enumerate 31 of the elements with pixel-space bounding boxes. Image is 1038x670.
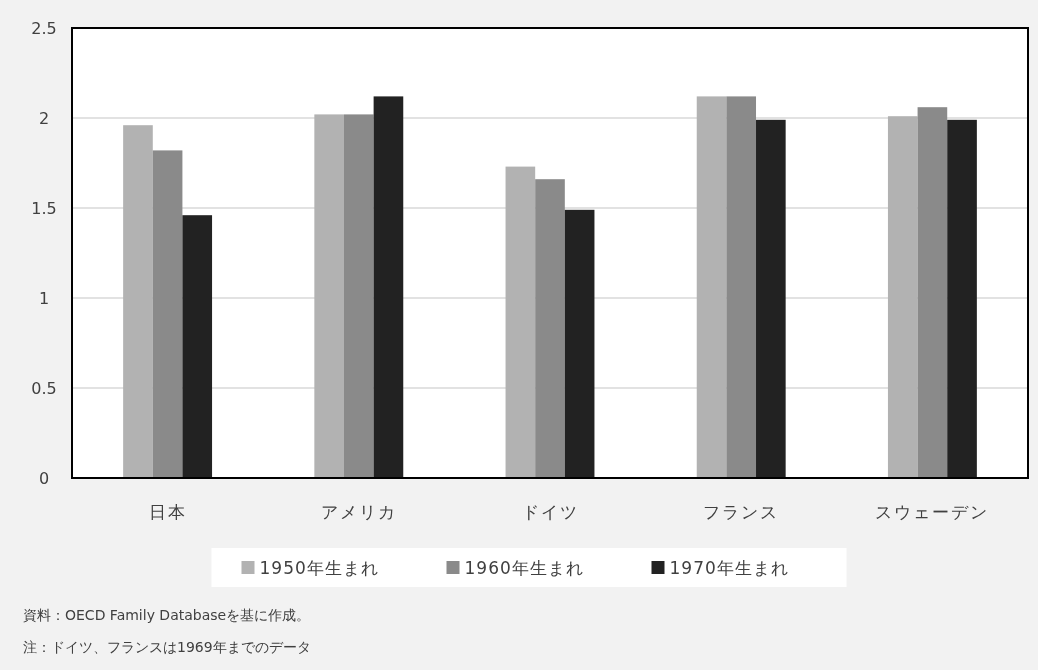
bar [123, 125, 153, 478]
y-tick-label: 0.5 [31, 378, 57, 398]
bar [314, 114, 344, 478]
bar [343, 114, 374, 478]
bar [917, 107, 948, 478]
legend-label: 1970年生まれ [669, 557, 789, 578]
text: 注：ドイツ、フランスは1969年までのデータ [23, 638, 311, 655]
legend-label: 1960年生まれ [464, 557, 584, 578]
bar [947, 119, 977, 478]
y-tick-label: 0 [38, 468, 50, 488]
bar [887, 116, 918, 478]
y-tick-label: 2 [38, 108, 50, 128]
bar [756, 119, 786, 478]
bar [152, 150, 183, 478]
bar [535, 179, 565, 478]
bar [373, 96, 404, 478]
text: 資料：OECD Family Databaseを基に作成。 [23, 606, 311, 623]
bar [696, 96, 727, 478]
bar [726, 96, 757, 478]
bar [505, 166, 536, 478]
bar [564, 209, 595, 478]
x-tick-label: スウェーデン [875, 502, 990, 522]
y-tick-label: 1 [38, 288, 50, 308]
y-tick-label: 1.5 [31, 198, 57, 218]
x-tick-label: ドイツ [521, 502, 579, 522]
x-tick-label: 日本 [148, 502, 187, 522]
bar [182, 215, 213, 478]
legend-label: 1950年生まれ [259, 557, 379, 578]
y-tick-label: 2.5 [31, 18, 57, 38]
x-tick-label: フランス [703, 502, 780, 522]
x-tick-label: アメリカ [320, 502, 397, 522]
